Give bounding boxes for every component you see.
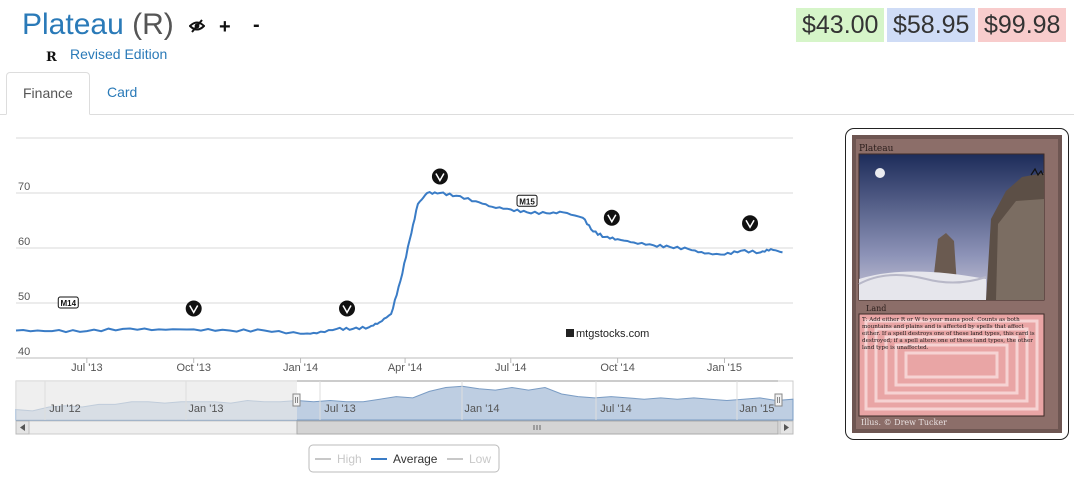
rider-silhouette-icon	[1030, 167, 1044, 177]
x-tick-label: Oct '14	[600, 362, 635, 374]
y-tick-label: 40	[18, 346, 30, 358]
x-tick-label: Oct '13	[176, 362, 211, 374]
card-rarity: (R)	[132, 8, 174, 41]
watermark-logo-icon	[566, 329, 574, 337]
y-tick-label: 60	[18, 236, 30, 248]
card-artist-text: Illus. © Drew Tucker	[861, 418, 947, 427]
tab-card[interactable]: Card	[107, 84, 138, 100]
legend-box	[308, 444, 500, 473]
watermark-text: mtgstocks.com	[576, 328, 649, 340]
moon-icon	[875, 168, 885, 178]
arrow-left-icon	[20, 424, 25, 431]
card-type-text: Land	[866, 304, 886, 313]
navigator-x-label: Jul '13	[324, 403, 355, 415]
svg-text:M15: M15	[519, 197, 535, 206]
svg-text:M14: M14	[60, 299, 76, 308]
navigator-mask-left	[16, 381, 297, 420]
card-rules-text: T: Add either R or W to your mana pool. …	[862, 317, 1035, 351]
card-image: Plateau Land T: Add either R or W to you…	[845, 128, 1069, 440]
scrollbar-grip-icon	[533, 425, 541, 430]
legend-label-average: Average	[393, 452, 438, 466]
tab-bar: Finance Card	[0, 72, 1074, 115]
card-title: Plateau (R)	[22, 8, 174, 42]
navigator-x-label: Jul '14	[600, 403, 631, 415]
set-name-link[interactable]: Revised Edition	[70, 46, 168, 62]
x-tick-label: Jan '15	[707, 362, 742, 374]
navigator-x-label: Jan '14	[464, 403, 499, 415]
series-line-average	[15, 190, 783, 335]
tab-finance[interactable]: Finance	[6, 72, 90, 115]
y-tick-label: 70	[18, 181, 30, 193]
minus-icon[interactable]: -	[253, 14, 260, 36]
khans-set-icon	[603, 209, 620, 226]
legend-label-high: High	[337, 452, 362, 466]
navigator-x-label: Jul '12	[49, 403, 80, 415]
legend-item-average[interactable]: Average	[371, 452, 438, 466]
navigator-right-handle[interactable]	[774, 393, 783, 407]
fate-reforged-set-icon	[742, 215, 759, 232]
legend-label-low: Low	[469, 452, 491, 466]
navigator-left-handle[interactable]	[292, 393, 301, 407]
series-layer	[15, 190, 783, 335]
x-axis-labels: Jul '13 Oct '13 Jan '14 Apr '14 Jul '14 Oct '…	[71, 358, 742, 374]
legend-item-low[interactable]: Low	[447, 452, 491, 466]
card-name-text: Plateau	[859, 144, 894, 154]
scroll-right-button[interactable]	[779, 420, 794, 435]
y-tick-label: 50	[18, 291, 30, 303]
x-tick-label: Jul '14	[495, 362, 526, 374]
chart-legend: High Average Low	[308, 444, 500, 473]
hidden-eye-icon[interactable]	[189, 19, 205, 33]
card-textbox	[858, 313, 1045, 417]
x-tick-label: Apr '14	[388, 362, 423, 374]
legend-item-high[interactable]: High	[315, 452, 362, 466]
born-of-the-gods-set-icon	[339, 300, 356, 317]
card-name: Plateau	[22, 8, 124, 41]
price-high: $99.98	[978, 8, 1067, 42]
watermark: mtgstocks.com	[566, 328, 649, 340]
set-release-markers: M14 M15	[57, 168, 759, 317]
plus-icon[interactable]: +	[219, 16, 231, 38]
journey-into-nyx-set-icon	[431, 168, 448, 185]
navigator-x-labels: Jul '12 Jan '13 Jul '13 Jan '14 Jul '14 Jan '…	[44, 381, 775, 420]
m15-set-icon: M15	[516, 194, 538, 207]
theros-set-icon	[185, 300, 202, 317]
y-axis-labels: 40 50 60 70	[18, 181, 30, 358]
arrow-right-icon	[784, 424, 789, 431]
price-average: $58.95	[887, 8, 976, 42]
scroll-left-button[interactable]	[15, 420, 30, 435]
x-tick-label: Jan '14	[283, 362, 318, 374]
card-art: Plateau Land T: Add either R or W to you…	[852, 135, 1062, 433]
textbox-pattern	[864, 319, 1039, 411]
navigator-x-label: Jan '13	[188, 403, 223, 415]
set-symbol-icon: R	[46, 50, 57, 65]
price-low: $43.00	[796, 8, 885, 42]
navigator-x-label: Jan '15	[739, 403, 774, 415]
m14-set-icon: M14	[57, 296, 79, 309]
x-tick-label: Jul '13	[71, 362, 102, 374]
range-navigator: Jul '12 Jan '13 Jul '13 Jan '14 Jul '14 Jan '…	[15, 380, 794, 435]
